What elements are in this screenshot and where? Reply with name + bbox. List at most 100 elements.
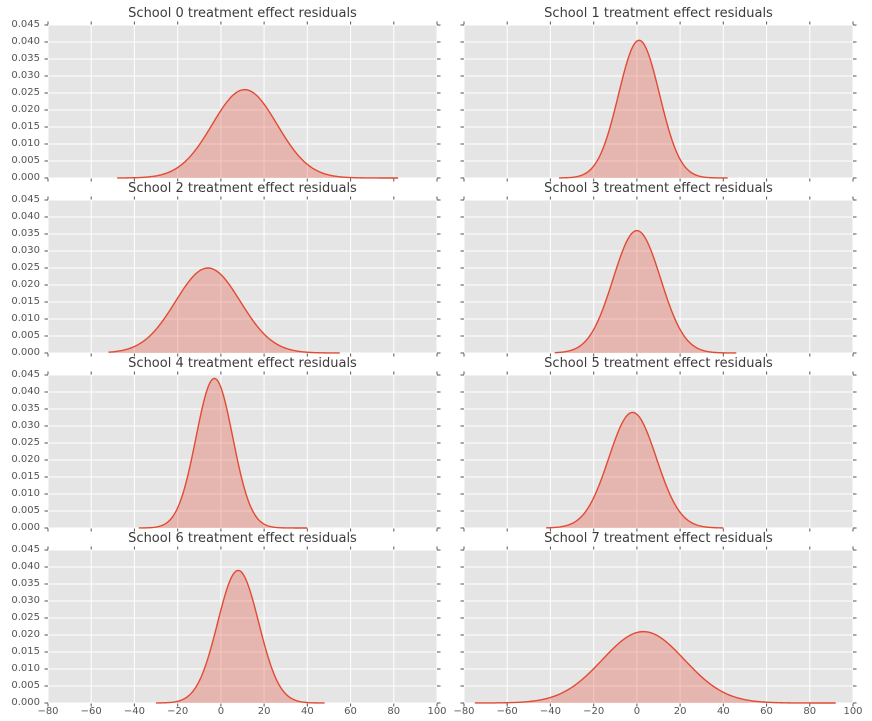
kde-plot-school-0 xyxy=(44,21,441,182)
x-tick-label: 20 xyxy=(257,706,271,717)
plot-panel xyxy=(464,375,853,528)
kde-plot-school-4 xyxy=(44,371,441,532)
y-tick-label: 0.010 xyxy=(11,313,40,324)
subplot-school-5: School 5 treatment effect residuals xyxy=(460,353,857,532)
subplot-school-1: School 1 treatment effect residuals xyxy=(460,3,857,182)
kde-plot-school-7 xyxy=(460,546,857,707)
x-axis-labels-right-column: −80 −60 −40 −20 0 20 40 60 80 100 xyxy=(453,703,862,721)
subplot-school-3: School 3 treatment effect residuals xyxy=(460,178,857,357)
y-tick-label: 0.025 xyxy=(11,612,40,623)
y-tick-label: 0.035 xyxy=(11,578,40,589)
y-tick-label: 0.010 xyxy=(11,138,40,149)
figure-row-3: 0.000 0.005 0.010 0.015 0.020 0.025 0.030 0.035… xyxy=(0,353,872,533)
plot-panel xyxy=(48,550,437,703)
x-tick-label: 20 xyxy=(673,706,687,717)
subplot-school-2: School 2 treatment effect residuals xyxy=(44,178,441,357)
x-tick-label: −20 xyxy=(583,706,605,717)
kde-area xyxy=(559,40,728,179)
figure-row-2: 0.000 0.005 0.010 0.015 0.020 0.025 0.030 0.035… xyxy=(0,178,872,358)
kde-line xyxy=(546,411,724,529)
y-tick-label: 0.020 xyxy=(11,104,40,115)
x-axis-labels-left-column: −80 −60 −40 −20 0 20 40 60 80 100 xyxy=(37,703,446,721)
plot-panel xyxy=(48,25,437,178)
kde-plot-school-5 xyxy=(460,371,857,532)
x-tick-label: 60 xyxy=(344,706,357,717)
x-tick-label: 60 xyxy=(760,706,773,717)
subplot-school-0: School 0 treatment effect residuals xyxy=(44,3,441,182)
figure-row-1: 0.000 0.005 0.010 0.015 0.020 0.025 0.030 0.035… xyxy=(0,3,872,183)
y-tick-label: 0.035 xyxy=(11,53,40,64)
kde-line xyxy=(117,88,399,179)
x-tick-label: −80 xyxy=(453,706,475,717)
y-tick-label: 0.045 xyxy=(11,369,40,380)
y-tick-label: 0.000 xyxy=(11,347,40,358)
kde-plot-school-6 xyxy=(44,546,441,707)
kde-line xyxy=(108,267,340,354)
x-tick-label: 80 xyxy=(387,706,401,717)
y-axis-labels-row-3: 0.000 0.005 0.010 0.015 0.020 0.025 0.030 0.035… xyxy=(0,353,48,533)
kde-line xyxy=(138,377,308,529)
y-tick-label: 0.015 xyxy=(11,646,40,657)
y-tick-label: 0.010 xyxy=(11,488,40,499)
x-tick-label: 40 xyxy=(300,706,314,717)
subplot-title-school-4: School 4 treatment effect residuals xyxy=(128,356,357,371)
y-tick-label: 0.015 xyxy=(11,471,40,482)
kde-area xyxy=(474,631,836,703)
plot-panel xyxy=(464,200,853,353)
y-tick-label: 0.020 xyxy=(11,454,40,465)
y-tick-label: 0.040 xyxy=(11,211,40,222)
subplot-title-school-3: School 3 treatment effect residuals xyxy=(544,181,773,196)
figure-row-4: 0.000 0.005 0.010 0.015 0.020 0.025 0.030 0.035… xyxy=(0,528,872,708)
y-tick-label: 0.005 xyxy=(11,330,40,341)
subplot-school-6: School 6 treatment effect residuals xyxy=(44,528,441,707)
x-tick-label: −60 xyxy=(80,706,102,717)
y-tick-label: 0.030 xyxy=(11,245,40,256)
subplot-school-4: School 4 treatment effect residuals xyxy=(44,353,441,532)
y-tick-label: 0.015 xyxy=(11,296,40,307)
kde-line xyxy=(559,39,728,179)
y-tick-label: 0.045 xyxy=(11,544,40,555)
kde-area xyxy=(117,89,399,178)
x-tick-label: −20 xyxy=(167,706,189,717)
x-tick-label: 0 xyxy=(217,706,225,717)
plot-panel xyxy=(464,25,853,178)
subplot-title-school-6: School 6 treatment effect residuals xyxy=(128,531,357,546)
x-tick-label: 100 xyxy=(843,706,863,717)
plot-panel xyxy=(48,375,437,528)
x-tick-label: 80 xyxy=(803,706,817,717)
y-axis-labels-row-4: 0.000 0.005 0.010 0.015 0.020 0.025 0.030 0.035… xyxy=(0,528,48,708)
subplot-title-school-2: School 2 treatment effect residuals xyxy=(128,181,357,196)
y-axis-labels-row-1: 0.000 0.005 0.010 0.015 0.020 0.025 0.030 0.035… xyxy=(0,3,48,183)
x-tick-label: 0 xyxy=(633,706,641,717)
y-tick-label: 0.005 xyxy=(11,505,40,516)
y-tick-label: 0.000 xyxy=(11,522,40,533)
subplot-school-7: School 7 treatment effect residuals xyxy=(460,528,857,707)
x-tick-label: −60 xyxy=(496,706,518,717)
y-tick-label: 0.045 xyxy=(11,194,40,205)
x-tick-label: 100 xyxy=(427,706,447,717)
y-tick-label: 0.025 xyxy=(11,87,40,98)
y-tick-label: 0.045 xyxy=(11,19,40,30)
y-tick-label: 0.040 xyxy=(11,561,40,572)
subplot-title-school-5: School 5 treatment effect residuals xyxy=(544,356,773,371)
y-tick-label: 0.030 xyxy=(11,420,40,431)
y-tick-label: 0.040 xyxy=(11,386,40,397)
kde-area xyxy=(156,570,325,703)
plot-panel xyxy=(464,550,853,703)
y-tick-label: 0.015 xyxy=(11,121,40,132)
y-tick-label: 0.005 xyxy=(11,680,40,691)
y-tick-label: 0.035 xyxy=(11,403,40,414)
x-tick-label: −40 xyxy=(123,706,145,717)
x-tick-label: −80 xyxy=(37,706,59,717)
subplot-title-school-7: School 7 treatment effect residuals xyxy=(544,531,773,546)
y-tick-label: 0.035 xyxy=(11,228,40,239)
y-tick-label: 0.030 xyxy=(11,70,40,81)
kde-line xyxy=(554,229,737,354)
y-tick-label: 0.005 xyxy=(11,155,40,166)
y-tick-label: 0.025 xyxy=(11,262,40,273)
kde-line xyxy=(474,630,836,704)
kde-area xyxy=(138,378,308,528)
y-axis-labels-row-2: 0.000 0.005 0.010 0.015 0.020 0.025 0.030 0.035… xyxy=(0,178,48,358)
kde-plot-school-2 xyxy=(44,196,441,357)
